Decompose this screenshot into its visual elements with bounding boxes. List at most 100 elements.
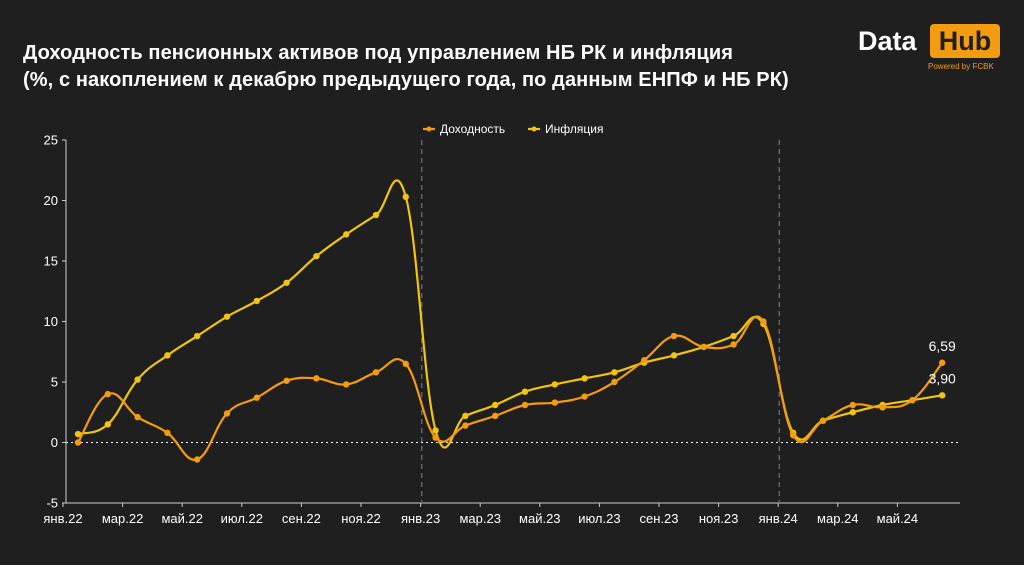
series-return-point bbox=[849, 401, 856, 409]
y-tick-label: 5 bbox=[51, 375, 58, 390]
x-axis: янв.22 мар.22 май.22 июл.22 сен.22 ноя.22 янв.… bbox=[43, 502, 960, 526]
series-return-point bbox=[283, 377, 290, 384]
series-inflation-point bbox=[551, 381, 558, 388]
series-inflation-point bbox=[134, 376, 141, 383]
logo-powered-by: Powered by FCBK bbox=[928, 62, 994, 71]
series-return-point bbox=[313, 375, 320, 382]
x-tick-label: сен.22 bbox=[282, 511, 321, 526]
end-labels: 6,59 3,90 bbox=[929, 338, 956, 387]
series-inflation-point bbox=[670, 352, 678, 359]
series-return-line bbox=[77, 315, 944, 461]
series-inflation-point bbox=[313, 252, 320, 260]
series-inflation-line bbox=[77, 179, 943, 449]
series-inflation-point bbox=[611, 369, 618, 376]
chart-title: Доходность пенсионных активов под управл… bbox=[23, 40, 789, 94]
series-inflation-point bbox=[164, 352, 171, 359]
x-tick-label: ноя.23 bbox=[699, 511, 739, 526]
x-tick-label: сен.23 bbox=[640, 511, 679, 526]
series-return-point bbox=[253, 394, 260, 401]
x-tick-label: май.24 bbox=[877, 511, 919, 526]
series-return-point bbox=[790, 432, 797, 439]
series-return-point bbox=[670, 332, 678, 340]
series-inflation-point bbox=[730, 332, 737, 340]
series-lines bbox=[74, 179, 946, 463]
y-tick-label: 0 bbox=[51, 435, 58, 450]
year-separators bbox=[420, 140, 781, 503]
series-return-point bbox=[104, 390, 112, 398]
series-inflation-point bbox=[492, 401, 499, 409]
series-return-point bbox=[760, 318, 767, 325]
series-inflation-point bbox=[581, 375, 588, 382]
series-return-point bbox=[939, 359, 946, 366]
series-return-point bbox=[521, 401, 529, 409]
legend-item-inflation: Инфляция bbox=[528, 122, 603, 136]
logo-hub-badge: Hub bbox=[930, 24, 1000, 58]
x-tick-label: янв.22 bbox=[43, 511, 82, 526]
series-return-point bbox=[611, 378, 618, 386]
series-inflation-point bbox=[939, 392, 946, 399]
legend-label-inflation: Инфляция bbox=[545, 122, 603, 136]
series-inflation-point bbox=[521, 388, 529, 395]
x-tick-label: ноя.22 bbox=[341, 511, 381, 526]
legend-label-return: Доходность bbox=[440, 122, 505, 136]
x-tick-label: янв.24 bbox=[759, 511, 798, 526]
y-tick-label: -5 bbox=[46, 496, 58, 511]
series-return-point bbox=[581, 393, 588, 400]
chart-title-line1: Доходность пенсионных активов под управл… bbox=[23, 42, 733, 64]
x-tick-label: янв.23 bbox=[401, 511, 440, 526]
series-return-point bbox=[164, 429, 171, 437]
x-tick-label: июл.22 bbox=[221, 511, 263, 526]
series-return-point bbox=[343, 381, 350, 388]
series-return bbox=[74, 315, 946, 463]
series-return-point bbox=[462, 422, 469, 429]
series-inflation bbox=[74, 179, 946, 449]
series-return-point bbox=[492, 412, 499, 420]
series-inflation-point bbox=[402, 193, 409, 201]
x-tick-label: май.22 bbox=[161, 511, 203, 526]
y-axis: -5 0 5 10 15 20 25 bbox=[44, 133, 67, 511]
y-tick-label: 25 bbox=[44, 133, 58, 148]
x-tick-label: июл.23 bbox=[578, 511, 620, 526]
y-tick-label: 20 bbox=[44, 193, 58, 208]
y-tick-label: 15 bbox=[44, 254, 58, 269]
series-return-point bbox=[372, 369, 380, 376]
series-inflation-point bbox=[462, 412, 469, 420]
datahub-logo: Data Hub Powered by FCBK bbox=[858, 24, 1003, 78]
series-inflation-point bbox=[283, 279, 290, 286]
chart-legend: Доходность Инфляция bbox=[423, 122, 603, 136]
series-inflation-point bbox=[253, 297, 260, 305]
series-return-point bbox=[730, 341, 737, 348]
series-inflation-point bbox=[432, 427, 439, 434]
series-inflation-point bbox=[372, 211, 380, 219]
return-end-label: 6,59 bbox=[929, 338, 956, 354]
legend-item-return: Доходность bbox=[423, 122, 505, 136]
logo-data-text: Data bbox=[858, 26, 917, 56]
x-tick-label: мар.24 bbox=[817, 511, 858, 526]
series-inflation-point bbox=[343, 231, 350, 238]
inflation-end-label: 3,90 bbox=[929, 370, 956, 386]
x-tick-label: мар.22 bbox=[102, 511, 143, 526]
series-return-point bbox=[134, 413, 141, 421]
series-return-point bbox=[819, 417, 827, 424]
x-tick-label: мар.23 bbox=[459, 511, 500, 526]
series-return-point bbox=[432, 434, 439, 441]
series-inflation-point bbox=[194, 332, 201, 340]
series-return-point bbox=[641, 357, 648, 364]
series-inflation-point bbox=[223, 313, 231, 320]
series-return-point bbox=[551, 399, 558, 406]
series-inflation-point bbox=[849, 409, 856, 416]
series-return-point bbox=[194, 456, 201, 463]
y-tick-label: 10 bbox=[44, 314, 58, 329]
series-inflation-point bbox=[74, 430, 82, 438]
series-return-point bbox=[909, 396, 916, 404]
series-return-point bbox=[879, 404, 886, 411]
series-return-point bbox=[700, 343, 707, 351]
x-tick-label: май.23 bbox=[519, 511, 561, 526]
legend-marker-inflation bbox=[531, 126, 537, 132]
series-inflation-point bbox=[104, 421, 112, 428]
series-return-point bbox=[223, 410, 231, 417]
series-return-point bbox=[402, 360, 409, 368]
chart-title-line2: (%, с накоплением к декабрю предыдущего … bbox=[23, 69, 789, 91]
legend-marker-return bbox=[426, 126, 432, 132]
